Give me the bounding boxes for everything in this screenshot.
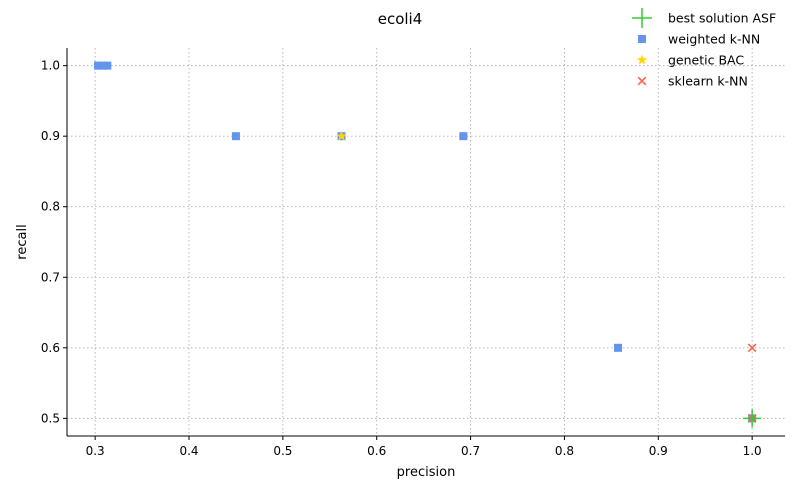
genetic-bac-point	[336, 130, 347, 141]
legend-label-weighted-k-nn: weighted k-NN	[668, 32, 760, 47]
x-tick-label: 0.7	[461, 444, 480, 458]
legend-label-genetic-bac: genetic BAC	[668, 53, 744, 68]
data-points	[93, 61, 762, 428]
weighted-k-nn-point	[103, 61, 112, 70]
legend-marker-weighted-k-nn	[638, 35, 646, 43]
legend-marker-best-solution-asf	[632, 8, 652, 28]
y-tick-label: 0.5	[41, 411, 60, 425]
x-axis-title: precision	[397, 465, 456, 480]
weighted-k-nn-point	[614, 343, 623, 352]
x-tick-label: 0.8	[555, 444, 574, 458]
chart-title: ecoli4	[378, 10, 423, 28]
weighted-k-nn-point	[98, 61, 107, 70]
x-tick-label: 0.4	[179, 444, 198, 458]
grid	[67, 48, 785, 436]
weighted-k-nn-point	[231, 132, 240, 141]
legend-marker-genetic-bac	[636, 54, 648, 65]
legend-marker-sklearn-k-nn	[637, 76, 647, 86]
sklearn-k-nn-point	[747, 343, 757, 353]
best-solution-asf-point	[743, 409, 762, 428]
y-tick-label: 0.7	[41, 270, 60, 284]
y-tick-label: 1.0	[41, 59, 60, 73]
x-tick-label: 0.5	[273, 444, 292, 458]
legend-label-best-solution-asf: best solution ASF	[668, 11, 776, 26]
y-tick-label: 0.8	[41, 200, 60, 214]
y-tick-label: 0.9	[41, 129, 60, 143]
y-axis-title: recall	[15, 224, 30, 259]
legend: best solution ASF weighted k-NN genetic BA…	[632, 8, 776, 89]
weighted-k-nn-point	[93, 61, 102, 70]
x-tick-label: 0.9	[649, 444, 668, 458]
x-tick-label: 1.0	[743, 444, 762, 458]
legend-label-sklearn-k-nn: sklearn k-NN	[668, 74, 748, 89]
weighted-k-nn-point	[459, 132, 468, 141]
x-tick-label: 0.6	[367, 444, 386, 458]
x-tick-label: 0.3	[86, 444, 105, 458]
y-tick-label: 0.6	[41, 341, 60, 355]
axes: 0.3 0.4 0.5 0.6 0.7 0.8 0.9 1.0 0.5 0.6 0.7 0.8 0.9 1…	[41, 48, 785, 458]
